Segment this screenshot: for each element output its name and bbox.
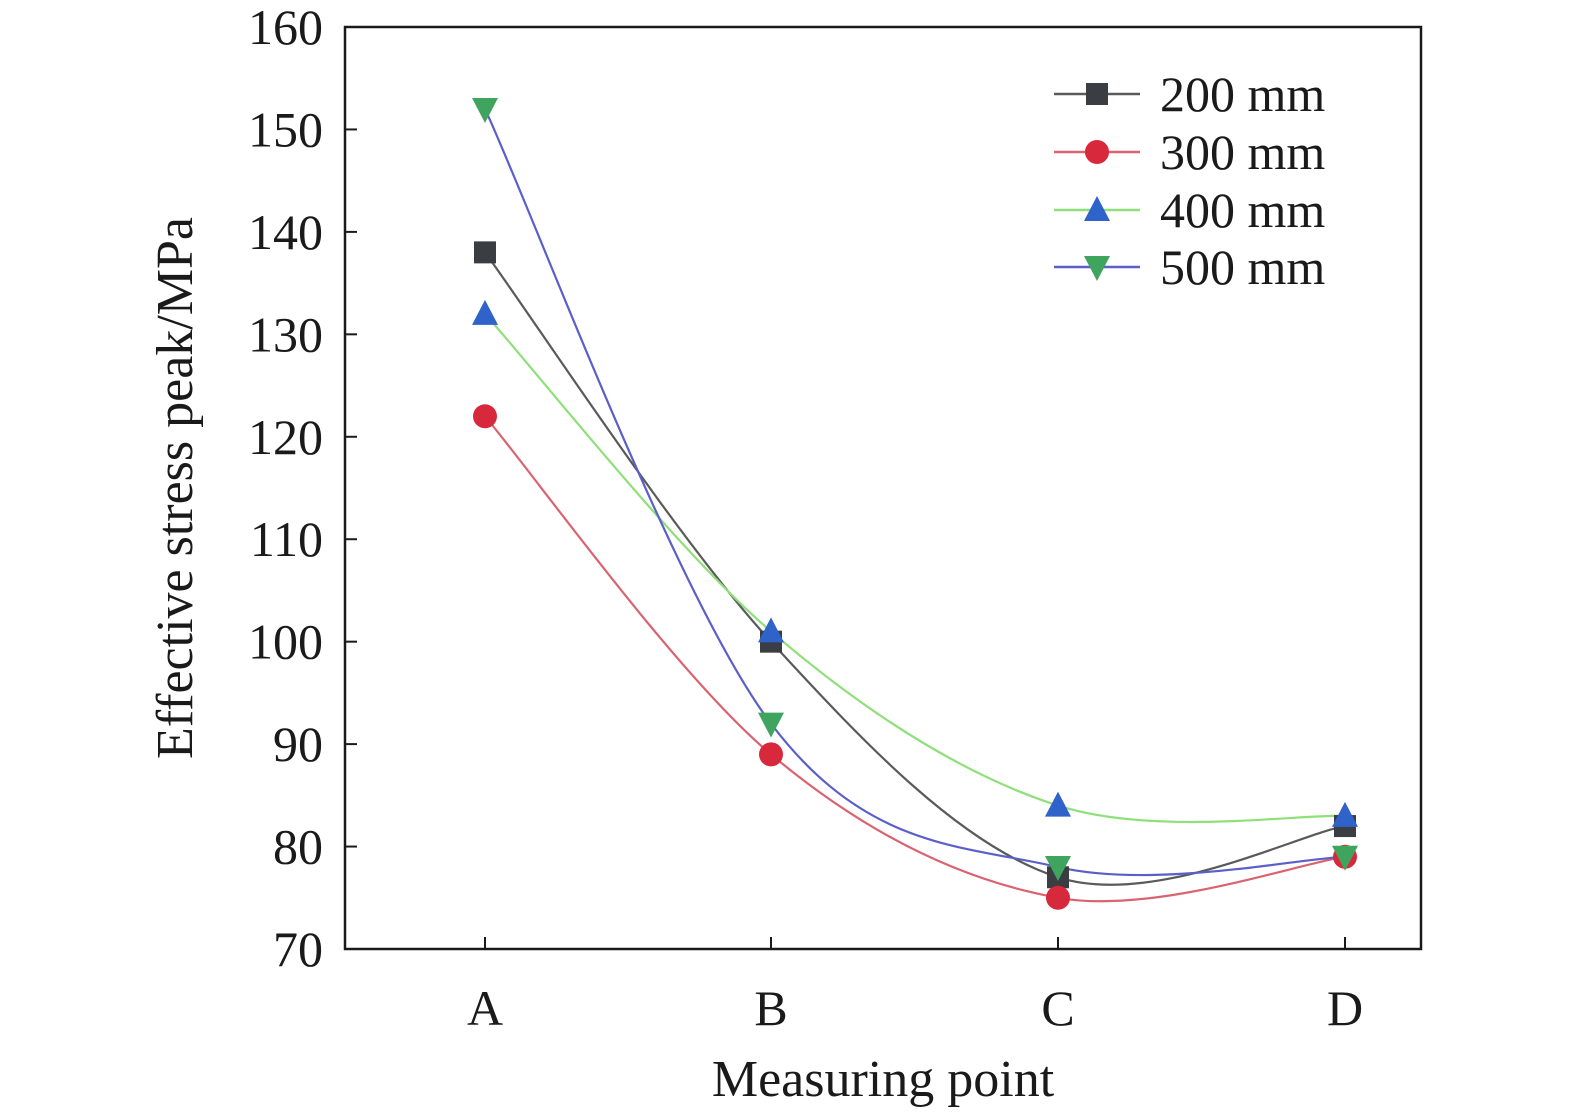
legend-label: 500 mm [1160,239,1325,295]
point-500-mm [758,712,784,738]
legend-item: 200 mm [1054,66,1325,122]
point-500-mm [472,97,498,123]
series-line-200-mm [484,251,1346,886]
y-tick-label: 80 [273,819,323,875]
y-tick-label: 150 [248,101,323,157]
y-tick-label: 160 [248,0,323,55]
x-tick-label: A [467,980,503,1036]
legend-label: 400 mm [1160,182,1325,238]
x-tick-label: C [1041,980,1074,1036]
y-tick-label: 120 [248,409,323,465]
legend-marker [1084,196,1110,221]
legend-item: 400 mm [1054,182,1325,238]
legend-marker [1085,140,1109,164]
y-tick-label: 140 [248,204,323,260]
series-line-500-mm [484,108,1346,877]
series-lines [484,108,1346,903]
series-line-400-mm [484,313,1346,824]
x-axis-label: Measuring point [712,1051,1055,1108]
legend-label: 300 mm [1160,124,1325,180]
series-markers [472,97,1358,910]
y-tick-label: 90 [273,716,323,772]
point-300-mm [759,742,783,767]
point-500-mm [1332,845,1358,871]
y-tick-label: 130 [248,306,323,362]
point-300-mm [1046,885,1070,910]
y-axis-ticks: 70 80 90 100 110 120 130 140 150 160 [248,0,357,977]
legend-item: 300 mm [1054,124,1325,180]
legend-marker [1084,256,1110,281]
point-400-mm [1045,791,1071,817]
y-axis-label: Effective stress peak/MPa [147,217,204,759]
point-500-mm [1045,856,1071,882]
legend-label: 200 mm [1160,66,1325,122]
point-300-mm [473,404,497,429]
x-tick-label: B [754,980,787,1036]
point-400-mm [1332,801,1358,827]
y-tick-label: 100 [248,614,323,670]
legend-item: 500 mm [1054,239,1325,295]
y-tick-label: 110 [250,511,323,567]
legend-marker [1086,83,1108,105]
series-line-300-mm [484,415,1346,903]
y-tick-label: 70 [273,921,323,977]
plot-frame [343,25,1423,951]
x-tick-label: D [1327,980,1363,1036]
point-400-mm [758,617,784,643]
x-axis-ticks: A B C D [467,937,1363,1036]
plot-border [343,25,1423,951]
point-400-mm [472,299,498,325]
point-200-mm [474,241,496,264]
